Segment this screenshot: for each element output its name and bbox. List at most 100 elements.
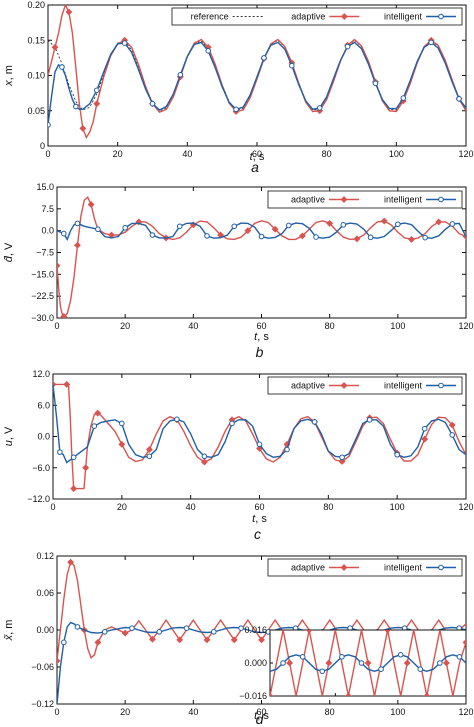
- data-point-intelligent: [339, 454, 345, 461]
- legend-marker-intelligent: [438, 13, 444, 20]
- data-point-intelligent: [205, 48, 212, 54]
- data-point-adaptive: [74, 241, 81, 249]
- data-point-intelligent: [210, 629, 217, 635]
- series-line-adaptive: [53, 383, 466, 490]
- data-point-intelligent: [70, 454, 77, 461]
- x-tick-label: 20: [113, 149, 123, 159]
- legend-box: [267, 376, 463, 395]
- legend-marker-adaptive: [340, 196, 348, 203]
- data-point-adaptive: [67, 558, 75, 566]
- data-point-intelligent: [177, 71, 184, 78]
- series-line-intelligent: [53, 384, 466, 464]
- x-tick-label: 20: [120, 321, 130, 331]
- legend-label-adaptive: adaptive: [291, 563, 325, 573]
- data-point-intelligent: [74, 220, 81, 227]
- data-point-adaptive: [94, 638, 102, 646]
- y-axis-label: d̂, V: [3, 242, 15, 262]
- data-point-intelligent: [280, 660, 286, 666]
- data-point-intelligent: [456, 95, 462, 102]
- data-point-intelligent: [119, 420, 125, 427]
- data-point-adaptive: [442, 659, 450, 667]
- x-tick-label: 100: [390, 321, 405, 331]
- data-point-intelligent: [422, 234, 428, 241]
- data-point-adaptive: [423, 692, 431, 696]
- x-tick-label: 0: [50, 502, 55, 512]
- legend: adaptive intelligent: [267, 190, 463, 209]
- data-point-intelligent: [129, 625, 135, 631]
- x-tick-label: 120: [458, 321, 473, 331]
- y-tick-label: 0.00: [36, 625, 54, 635]
- chart-panel-c: 0 20 40 60 80 100 120 −12.0 −6.0 0.0 6.0 12.0 t, s u,…: [3, 369, 474, 542]
- data-point-adaptive: [176, 636, 184, 644]
- panel-letter: b: [256, 344, 264, 360]
- data-point-adaptive: [380, 217, 388, 225]
- data-point-intelligent: [397, 651, 404, 658]
- data-point-adaptive: [286, 659, 294, 667]
- legend-marker-intelligent: [438, 196, 444, 203]
- data-point-intelligent: [284, 446, 290, 453]
- y-tick-label: 15.0: [36, 182, 54, 192]
- x-tick-label: 0: [45, 149, 50, 159]
- data-point-intelligent: [289, 62, 295, 69]
- legend-label-reference: reference: [191, 12, 229, 22]
- legend-marker-intelligent: [438, 382, 444, 389]
- y-tick-label: −12.0: [27, 494, 50, 504]
- data-point-adaptive: [203, 636, 211, 644]
- data-point-adaptive: [364, 659, 372, 667]
- data-point-intelligent: [121, 40, 128, 46]
- x-tick-label: 100: [389, 149, 404, 159]
- data-point-intelligent: [59, 64, 65, 70]
- y-tick-label: −15.0: [31, 269, 54, 279]
- data-point-adaptive: [70, 485, 78, 493]
- series-line-adaptive: [57, 196, 466, 318]
- data-point-adaptive: [384, 630, 392, 634]
- x-tick-label: 80: [323, 502, 333, 512]
- y-tick-label: 0.15: [27, 35, 45, 45]
- data-point-intelligent: [400, 95, 407, 101]
- data-point-adaptive: [338, 458, 346, 465]
- x-tick-label: 40: [186, 502, 196, 512]
- legend-box: [267, 190, 463, 209]
- legend: reference adaptive intelligent: [171, 7, 463, 26]
- data-point-adaptive: [60, 313, 68, 318]
- data-point-adaptive: [326, 219, 334, 227]
- data-point-intelligent: [449, 432, 456, 438]
- data-point-intelligent: [101, 629, 108, 635]
- legend-label-adaptive: adaptive: [291, 12, 325, 22]
- data-point-adaptive: [149, 635, 156, 643]
- data-point-intelligent: [256, 441, 263, 448]
- y-tick-label: 6.0: [37, 400, 50, 410]
- data-point-adaptive: [87, 201, 95, 208]
- data-point-adaptive: [344, 692, 352, 696]
- data-point-adaptive: [421, 435, 429, 443]
- data-point-intelligent: [319, 668, 326, 675]
- y-axis-label: x̃, m: [3, 620, 15, 642]
- data-point-adaptive: [270, 692, 274, 696]
- legend-label-intelligent: intelligent: [384, 381, 423, 391]
- y-tick-label: 0.06: [36, 588, 54, 598]
- chart-panel-d: 0 20 40 60 80 100 120 −0.12 −0.06 0.00 0.06 0.12 t, …: [3, 551, 474, 727]
- data-point-intelligent: [285, 222, 292, 229]
- data-point-adaptive: [79, 124, 87, 132]
- data-point-intelligent: [73, 103, 79, 110]
- y-axis-label: u, V: [3, 426, 15, 446]
- legend-marker-intelligent: [438, 564, 444, 571]
- data-point-intelligent: [299, 654, 306, 660]
- chart-panel-a: 0 20 40 60 80 100 120 0 0.05 0.10 0.15 0.20 t, s x, m…: [3, 0, 474, 175]
- legend-label-adaptive: adaptive: [291, 381, 325, 391]
- x-tick-label: 20: [120, 707, 130, 717]
- data-point-intelligent: [149, 232, 156, 238]
- data-point-intelligent: [421, 425, 428, 432]
- y-tick-label: −7.5: [36, 248, 54, 258]
- data-point-intelligent: [344, 43, 351, 50]
- data-point-adaptive: [65, 8, 73, 16]
- legend-box: [171, 7, 463, 26]
- y-tick-label: 0.0: [37, 432, 50, 442]
- data-point-intelligent: [183, 625, 190, 631]
- chart-panel-b: 0 20 40 60 80 100 120 −30.0 −22.5 −15.0 −7.5 0.0 7.5…: [3, 182, 474, 360]
- data-point-adaptive: [57, 657, 61, 665]
- inset-plot: −0.016 0.000 0.016: [239, 625, 467, 701]
- data-point-intelligent: [122, 224, 128, 231]
- data-point-adaptive: [82, 464, 90, 472]
- data-point-intelligent: [149, 100, 156, 107]
